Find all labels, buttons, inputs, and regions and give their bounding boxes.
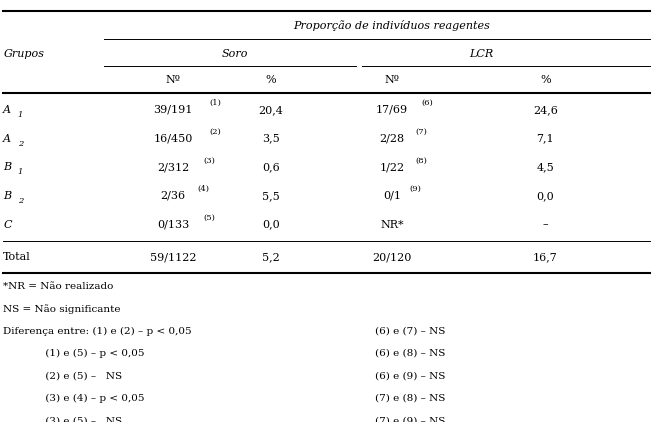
Text: 20/120: 20/120 xyxy=(372,252,411,262)
Text: 0,6: 0,6 xyxy=(262,162,280,172)
Text: 59/1122: 59/1122 xyxy=(150,252,197,262)
Text: Grupos: Grupos xyxy=(3,49,44,59)
Text: %: % xyxy=(266,75,276,85)
Text: 17/69: 17/69 xyxy=(375,105,408,115)
Text: NS = Não significante: NS = Não significante xyxy=(3,304,121,314)
Text: (8): (8) xyxy=(416,157,428,165)
Text: 2: 2 xyxy=(18,197,23,205)
Text: 16/450: 16/450 xyxy=(153,133,193,143)
Text: Diferença entre: (1) e (2) – p < 0,05: Diferença entre: (1) e (2) – p < 0,05 xyxy=(3,327,192,336)
Text: C: C xyxy=(3,219,12,230)
Text: A: A xyxy=(3,105,11,115)
Text: 0/1: 0/1 xyxy=(383,191,401,201)
Text: B: B xyxy=(3,162,11,172)
Text: (5): (5) xyxy=(203,214,215,222)
Text: (7) e (8) – NS: (7) e (8) – NS xyxy=(375,394,446,403)
Text: (1): (1) xyxy=(209,99,221,107)
Text: (3): (3) xyxy=(203,157,215,165)
Text: 0/133: 0/133 xyxy=(157,219,189,230)
Text: (9): (9) xyxy=(410,185,422,193)
Text: (4): (4) xyxy=(197,185,209,193)
Text: 16,7: 16,7 xyxy=(533,252,558,262)
Text: Nº: Nº xyxy=(166,75,180,85)
Text: 1/22: 1/22 xyxy=(379,162,404,172)
Text: (1) e (5) – p < 0,05: (1) e (5) – p < 0,05 xyxy=(3,349,145,358)
Text: (7): (7) xyxy=(416,128,428,136)
Text: NR*: NR* xyxy=(380,219,404,230)
Text: Nº: Nº xyxy=(385,75,399,85)
Text: Proporção de indivíduos reagentes: Proporção de indivíduos reagentes xyxy=(293,20,490,31)
Text: 20,4: 20,4 xyxy=(259,105,283,115)
Text: 5,5: 5,5 xyxy=(262,191,280,201)
Text: 2: 2 xyxy=(18,140,23,148)
Text: (6) e (7) – NS: (6) e (7) – NS xyxy=(375,327,446,335)
Text: 4,5: 4,5 xyxy=(536,162,554,172)
Text: 1: 1 xyxy=(18,111,23,119)
Text: 5,2: 5,2 xyxy=(262,252,280,262)
Text: (2): (2) xyxy=(209,128,221,136)
Text: 1: 1 xyxy=(18,168,23,176)
Text: (6) e (8) – NS: (6) e (8) – NS xyxy=(375,349,446,358)
Text: B: B xyxy=(3,191,11,201)
Text: Soro: Soro xyxy=(222,49,248,59)
Text: (3) e (5) –   NS: (3) e (5) – NS xyxy=(3,416,122,422)
Text: %: % xyxy=(540,75,550,85)
Text: (2) e (5) –   NS: (2) e (5) – NS xyxy=(3,371,122,380)
Text: 39/191: 39/191 xyxy=(153,105,193,115)
Text: 2/28: 2/28 xyxy=(379,133,404,143)
Text: (7) e (9) – NS: (7) e (9) – NS xyxy=(375,416,446,422)
Text: 24,6: 24,6 xyxy=(533,105,558,115)
Text: –: – xyxy=(543,219,548,230)
Text: 2/36: 2/36 xyxy=(161,191,185,201)
Text: 0,0: 0,0 xyxy=(262,219,280,230)
Text: Total: Total xyxy=(3,252,31,262)
Text: 3,5: 3,5 xyxy=(262,133,280,143)
Text: *NR = Não realizado: *NR = Não realizado xyxy=(3,282,114,291)
Text: A: A xyxy=(3,133,11,143)
Text: 0,0: 0,0 xyxy=(536,191,554,201)
Text: (3) e (4) – p < 0,05: (3) e (4) – p < 0,05 xyxy=(3,394,145,403)
Text: 2/312: 2/312 xyxy=(157,162,189,172)
Text: (6) e (9) – NS: (6) e (9) – NS xyxy=(375,371,446,380)
Text: 7,1: 7,1 xyxy=(537,133,554,143)
Text: (6): (6) xyxy=(422,99,434,107)
Text: LCR: LCR xyxy=(470,49,494,59)
